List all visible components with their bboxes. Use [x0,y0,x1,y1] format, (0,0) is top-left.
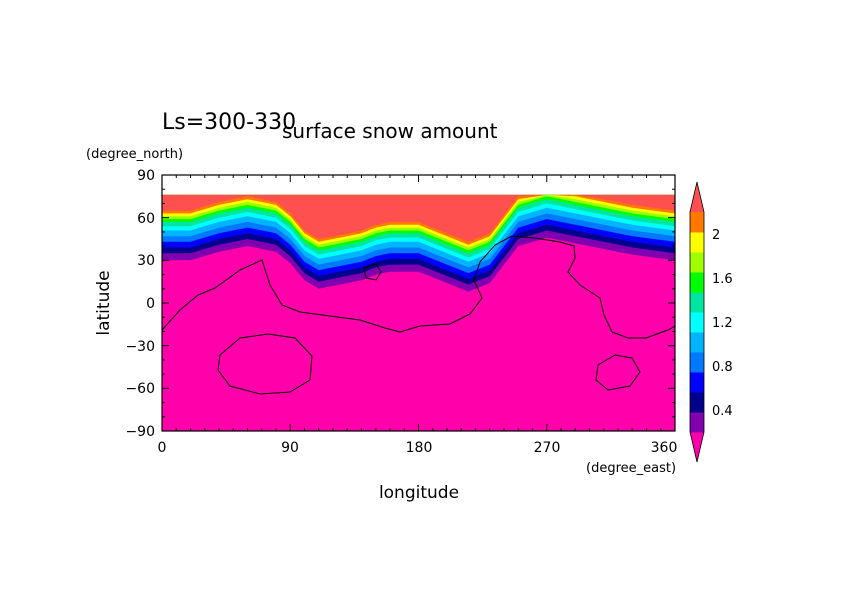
plot-area [162,175,675,431]
x-tick-label: 90 [281,440,299,456]
y-tick-label: −30 [125,339,155,355]
colorbar-label: 0.8 [712,360,733,375]
y-tick-label: −90 [125,424,155,440]
colorbar-swatch [690,412,704,433]
x-tick-label: 270 [534,440,561,456]
colorbar-swatch [690,352,704,373]
y-tick-labels: 90 60 30 0 −30 −60 −90 [125,168,155,440]
y-tick-label: 60 [137,211,155,227]
colorbar-swatch [690,292,704,313]
colorbar-label: 1.2 [712,316,733,331]
axis-ticks [161,174,676,432]
colorbar-label: 2 [712,228,720,243]
colorbar-swatch [690,392,704,413]
y-unit-label: (degree_north) [86,147,183,162]
colorbar-lower-extension [690,432,704,462]
period-label: Ls=300-330 [162,110,296,135]
chart-title: surface snow amount [282,119,498,143]
y-axis-label: latitude [94,270,114,335]
colorbar-swatch [690,372,704,393]
y-tick-label: −60 [125,381,155,397]
colorbar-swatch [690,232,704,253]
contour-line-main [162,235,675,339]
contour-band [162,194,675,242]
y-tick-label: 90 [137,168,155,184]
colorbar-swatch [690,272,704,293]
y-tick-label: 0 [146,296,155,312]
x-tick-label: 180 [406,440,433,456]
colorbar-label: 1.6 [712,272,733,287]
contour-lines [162,235,675,395]
colorbar-swatch [690,332,704,353]
x-axis-label: longitude [379,483,459,503]
colorbar-swatch [690,212,704,233]
contour-bands [162,194,675,431]
colorbar-label: 0.4 [712,404,733,419]
x-unit-label: (degree_east) [586,461,676,476]
x-tick-label: 0 [158,440,167,456]
contour-line-west-basin [217,333,313,395]
colorbar-tick-labels: 0.4 0.8 1.2 1.6 2 [712,228,733,419]
contour-line-small-loop [363,263,382,281]
contour-line-east-basin [595,354,641,391]
colorbar [689,181,705,463]
colorbar-swatch [690,312,704,333]
colorbar-swatch [690,252,704,273]
x-tick-labels: 0 90 180 270 360 [158,440,678,456]
x-tick-label: 360 [651,440,678,456]
colorbar-outline [689,181,705,463]
colorbar-upper-extension [690,182,704,212]
y-tick-label: 30 [137,253,155,269]
